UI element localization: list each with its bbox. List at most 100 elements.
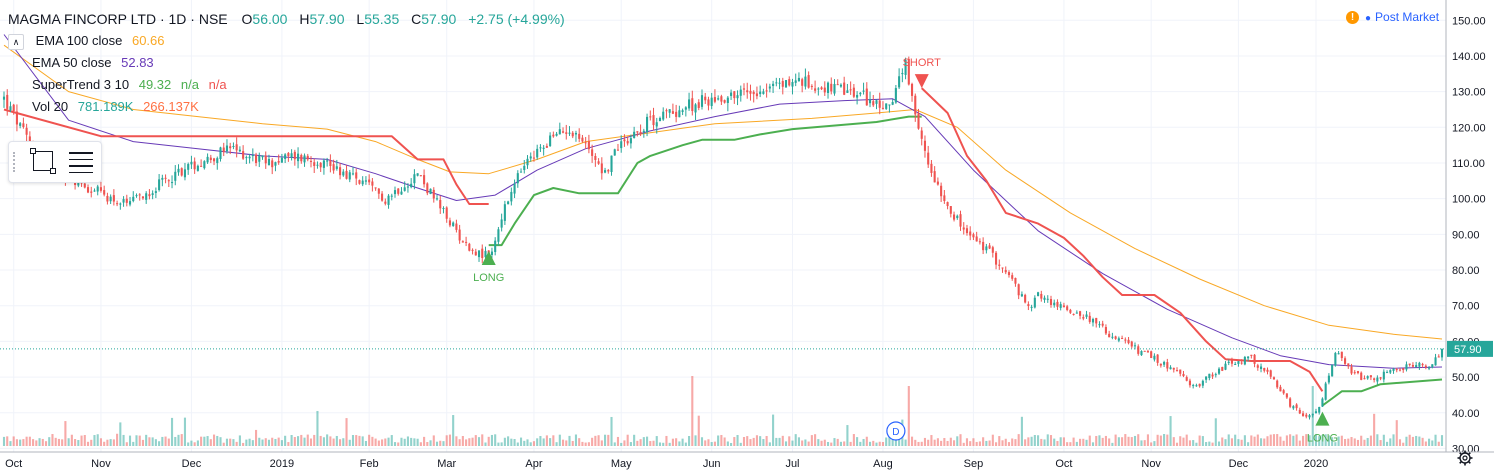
volume-bar	[164, 436, 167, 446]
candle-body	[316, 164, 319, 166]
price-axis: 30.0040.0050.0060.0070.0080.0090.00100.0…	[1445, 0, 1494, 474]
volume-bar	[1428, 438, 1431, 446]
candle-body	[267, 158, 271, 166]
candle-body	[232, 146, 235, 148]
volume-bar	[313, 434, 316, 446]
candle-body	[836, 84, 839, 86]
candle-body	[1037, 292, 1040, 297]
exclamation-icon[interactable]: !	[1346, 11, 1359, 25]
volume-bar	[219, 437, 222, 446]
candle-body	[1201, 380, 1204, 386]
volume-bar	[1250, 435, 1253, 446]
candle-body	[112, 195, 115, 202]
volume-bar	[297, 436, 300, 446]
candle-body	[1146, 351, 1149, 353]
volume-bar	[248, 438, 251, 446]
volume-bar	[1185, 434, 1188, 446]
candle-body	[374, 187, 377, 189]
volume-bar	[730, 442, 733, 446]
candle-body	[1133, 345, 1137, 347]
volume-bar	[9, 441, 12, 446]
candle-body	[1192, 385, 1195, 387]
candle-body	[1237, 361, 1240, 364]
volume-bar	[1276, 434, 1279, 446]
candle-body	[539, 147, 542, 149]
candle-body	[891, 102, 894, 105]
price-tick-label: 150.00	[1452, 15, 1486, 27]
candle-body	[668, 109, 671, 113]
volume-bar	[561, 439, 565, 446]
volume-bar	[726, 441, 729, 446]
volume-bar	[519, 437, 523, 446]
candle-body	[497, 229, 500, 242]
indicator-supertrend[interactable]: SuperTrend 3 10 49.32 n/a n/a	[8, 74, 573, 96]
volume-bar	[1382, 434, 1385, 446]
gear-icon[interactable]	[1457, 450, 1473, 466]
candle-body	[116, 203, 119, 205]
indicator-volume[interactable]: Vol 20 781.189K 266.137K	[8, 96, 573, 118]
volume-bar	[875, 442, 878, 446]
volume-bar	[474, 435, 477, 446]
candle-body	[697, 102, 700, 108]
volume-bar	[826, 441, 830, 446]
volume-bar	[529, 442, 532, 446]
candle-body	[639, 131, 642, 134]
volume-bar	[1363, 439, 1366, 446]
volume-bar	[125, 442, 128, 446]
volume-bar	[1369, 435, 1372, 446]
volume-bar	[212, 434, 216, 446]
volume-bar	[1256, 434, 1259, 446]
candle-body	[936, 181, 939, 185]
candle-body	[885, 103, 888, 109]
candle-body	[578, 133, 581, 139]
time-tick-label: Sep	[964, 458, 984, 470]
drag-handle-icon[interactable]	[13, 152, 19, 172]
volume-bar	[67, 438, 70, 446]
indicator-ema50[interactable]: EMA 50 close 52.83	[8, 52, 573, 74]
candle-body	[804, 76, 807, 87]
candle-body	[665, 110, 668, 112]
volume-bar	[1072, 437, 1075, 446]
candle-body	[1415, 365, 1418, 368]
candle-body	[1318, 406, 1321, 413]
time-tick-label: May	[611, 458, 632, 470]
collapse-legend-button[interactable]: ∧	[8, 33, 24, 50]
candle-body	[19, 123, 22, 126]
rectangle-tool-icon[interactable]	[30, 148, 56, 174]
volume-bar	[503, 437, 506, 446]
post-market-status[interactable]: ! ● Post Market	[1346, 10, 1439, 25]
volume-bar	[1082, 438, 1085, 446]
candle-body	[1434, 357, 1437, 366]
candle-body	[1085, 314, 1088, 317]
volume-bar	[1198, 435, 1201, 446]
volume-bar	[54, 437, 57, 446]
volume-bar	[245, 439, 248, 446]
settings-lines-icon[interactable]	[69, 152, 93, 173]
indicator-name: SuperTrend 3 10	[32, 77, 130, 92]
volume-bar	[642, 437, 645, 446]
indicator-ema100[interactable]: ∧ EMA 100 close 60.66	[8, 30, 573, 52]
volume-bar	[697, 415, 700, 446]
volume-bar	[1127, 436, 1130, 446]
candle-body	[439, 199, 442, 209]
volume-bar	[707, 439, 710, 446]
volume-bar	[1108, 438, 1111, 446]
candle-body	[982, 241, 985, 251]
volume-bar	[1085, 439, 1088, 446]
volume-bar	[545, 435, 548, 446]
candle-body	[426, 183, 429, 194]
candle-body	[1208, 373, 1211, 379]
candle-body	[597, 161, 600, 164]
volume-bar	[1440, 435, 1444, 446]
candle-body	[571, 132, 574, 137]
volume-bar	[429, 440, 432, 446]
volume-bar	[103, 441, 106, 446]
candle-body	[90, 191, 93, 193]
volume-bar	[655, 436, 658, 446]
candle-body	[219, 147, 222, 159]
dividend-marker[interactable]	[886, 421, 906, 441]
candle-body	[552, 134, 555, 137]
volume-bar	[48, 437, 51, 446]
volume-bar	[1263, 438, 1266, 446]
